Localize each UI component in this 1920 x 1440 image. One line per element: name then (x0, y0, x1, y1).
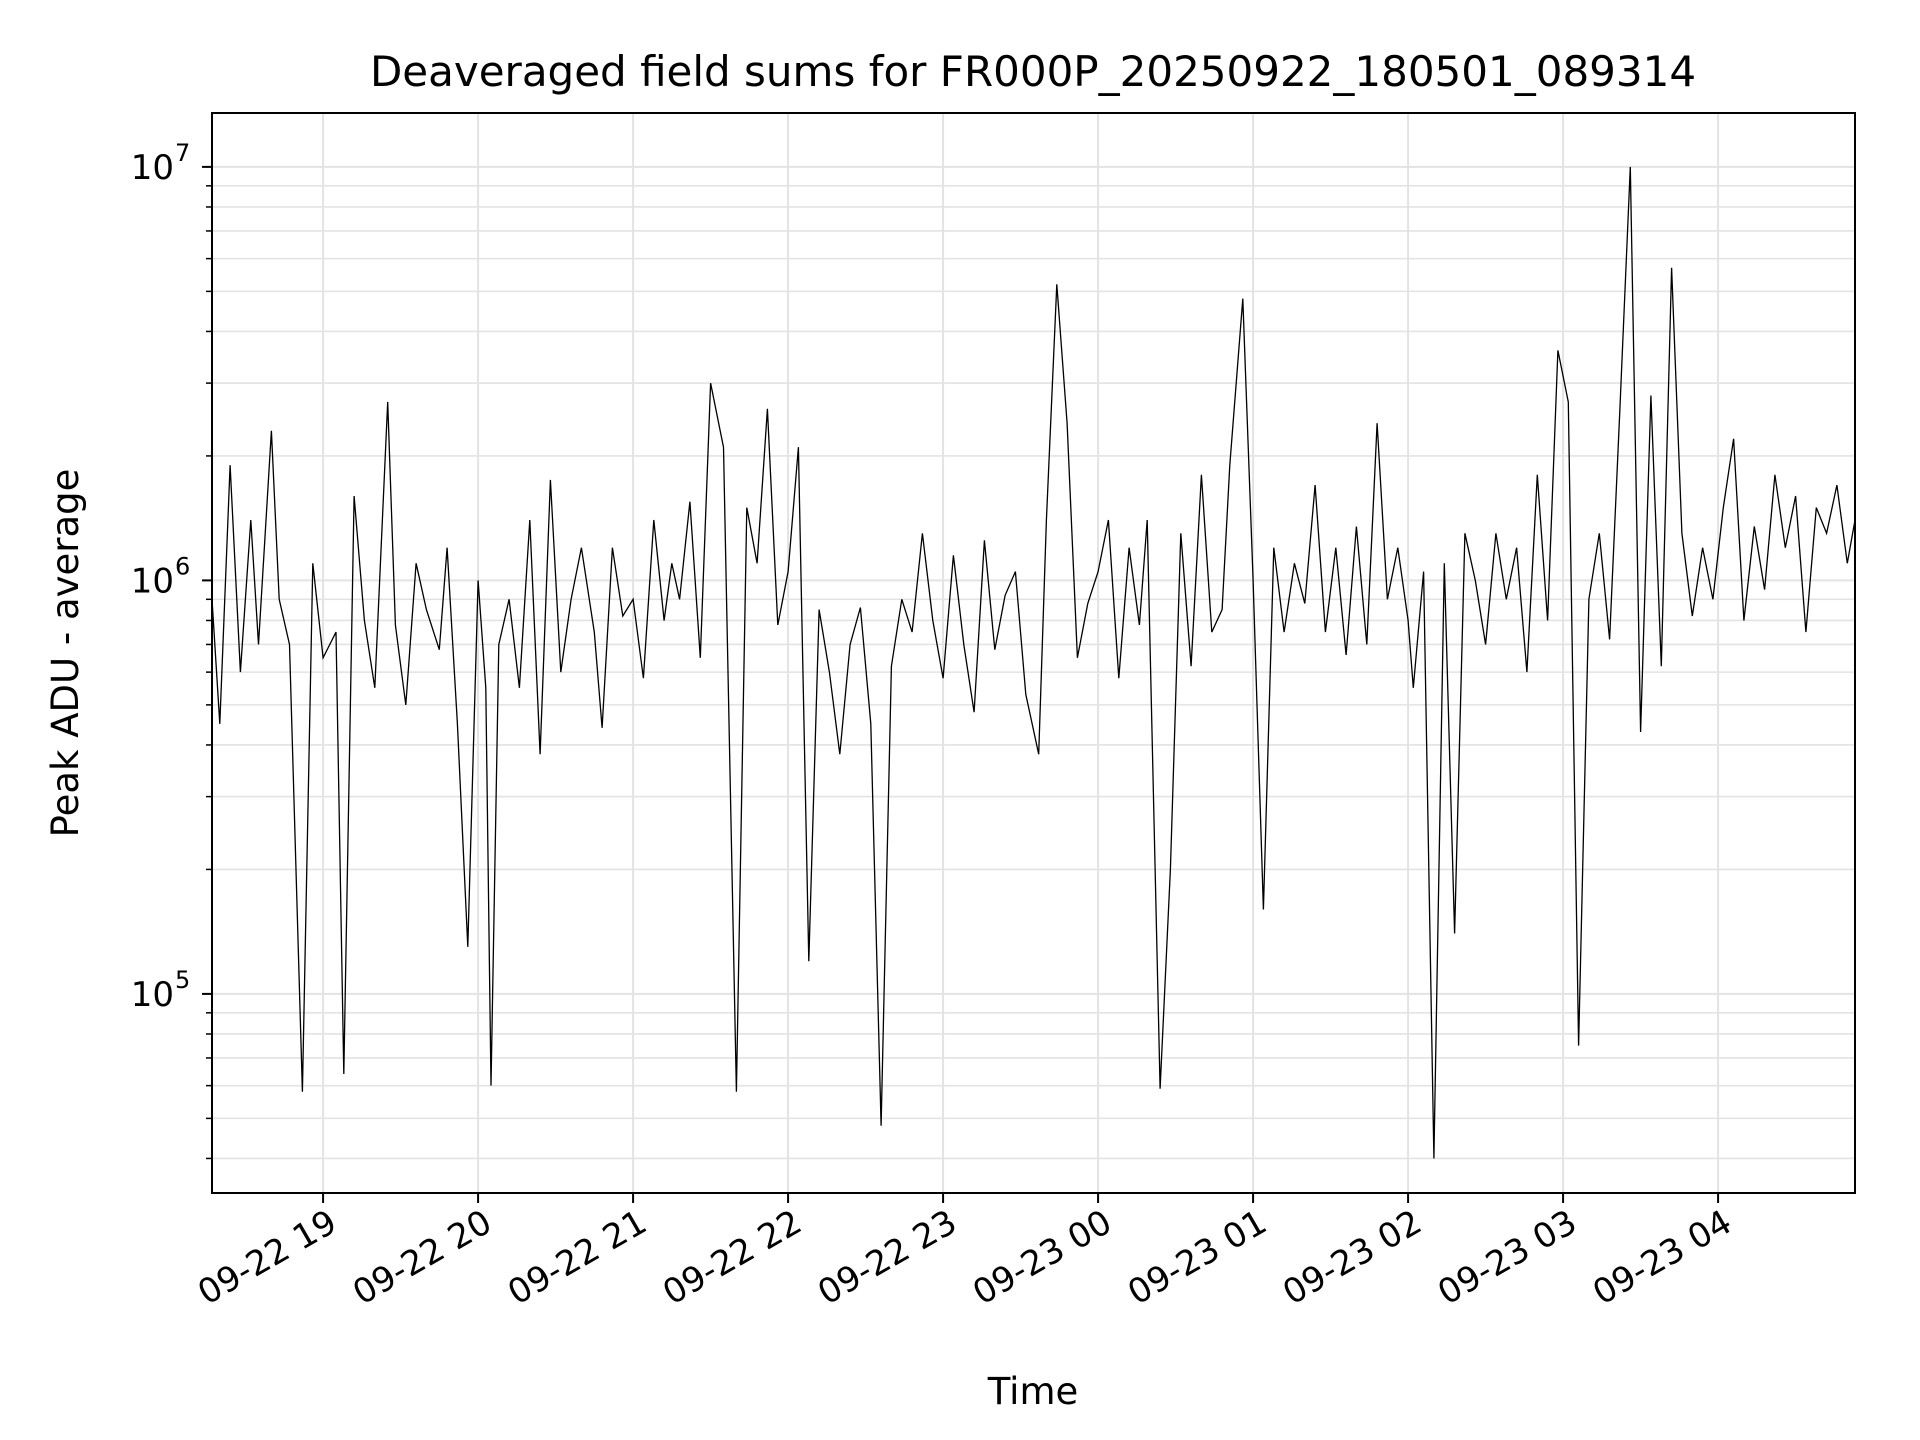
series-line (211, 166, 1856, 1159)
x-axis-label: Time (987, 1370, 1079, 1413)
y-tick-label-exponent: 6 (175, 552, 190, 580)
gridlines (212, 113, 1855, 1193)
y-tick-label: 10 (131, 561, 174, 601)
y-tick-label: 10 (131, 975, 174, 1015)
y-tick-label-exponent: 7 (175, 139, 190, 167)
series-layer (211, 166, 1856, 1159)
y-axis-label: Peak ADU - average (44, 469, 87, 838)
chart-title: Deaveraged field sums for FR000P_2025092… (370, 47, 1696, 96)
plot-frame (211, 112, 1856, 1194)
y-tick-label: 10 (131, 148, 174, 188)
y-tick-label-exponent: 5 (175, 966, 190, 994)
